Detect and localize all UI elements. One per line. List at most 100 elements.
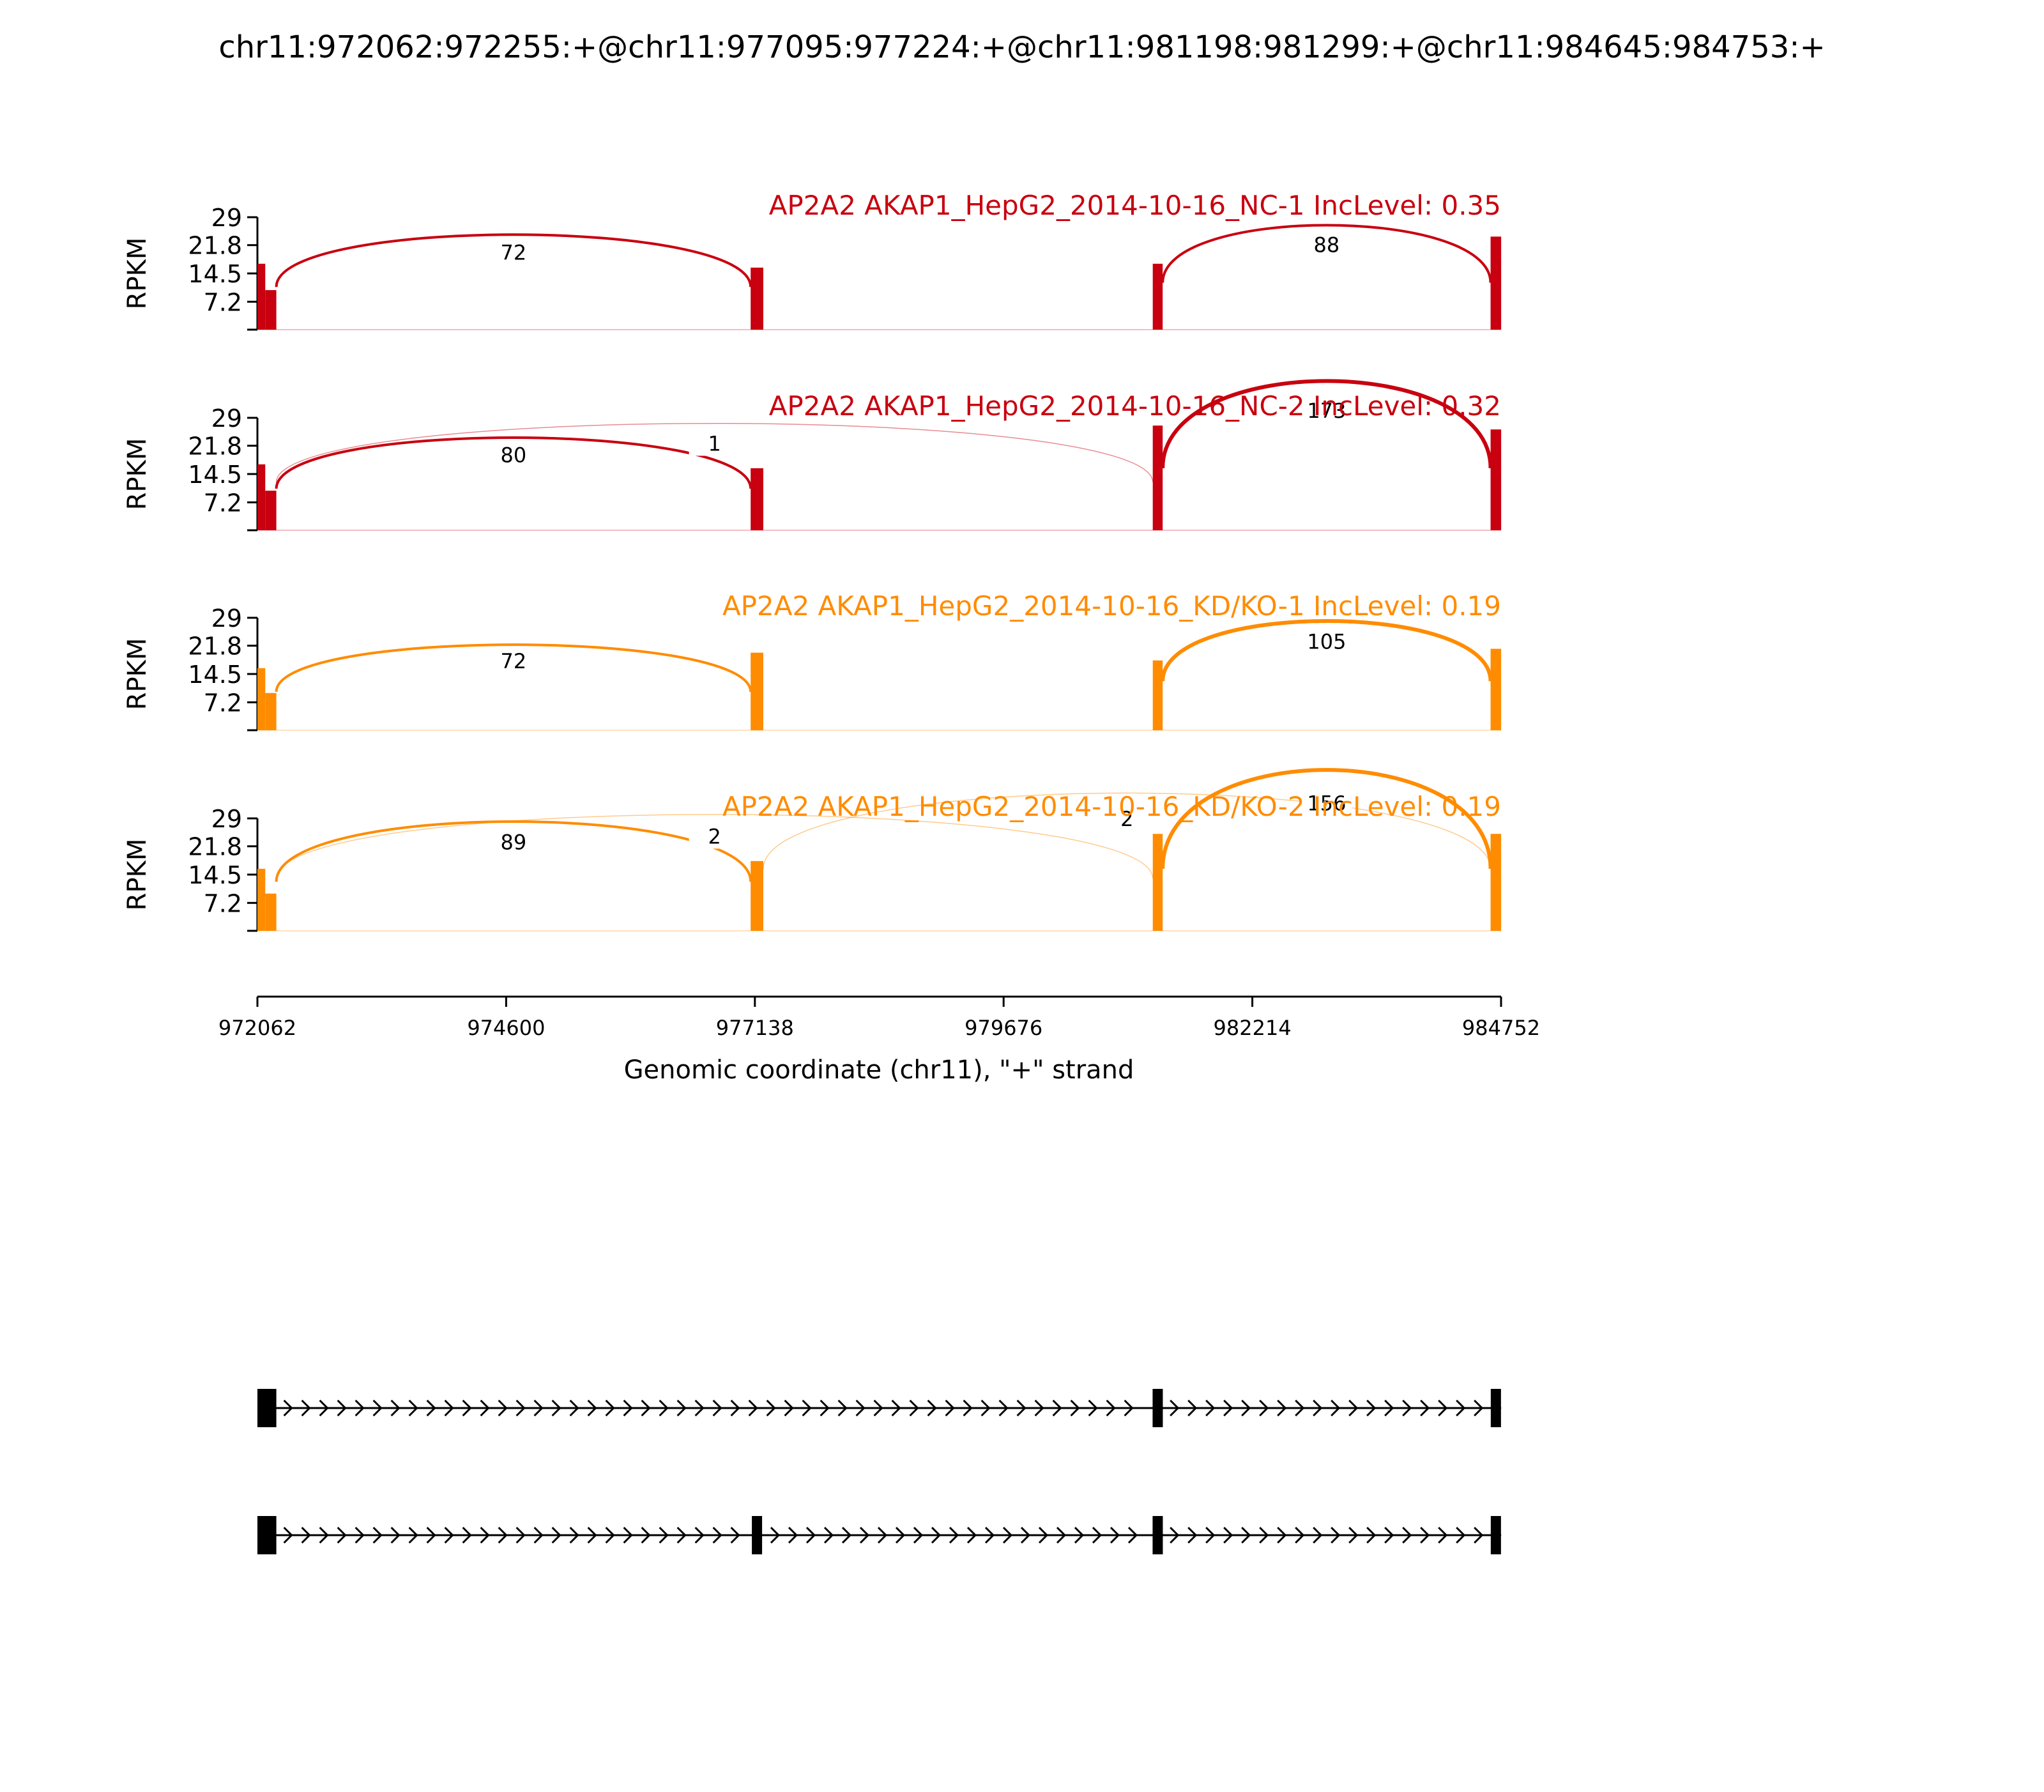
strand-arrow [1313, 1526, 1323, 1544]
strand-arrow [444, 1526, 454, 1544]
strand-arrow [533, 1526, 544, 1544]
strand-arrow [895, 1526, 906, 1544]
coverage-peak [1152, 425, 1163, 530]
coverage-peak [257, 263, 266, 330]
strand-arrow [1295, 1399, 1305, 1417]
coverage-peak [265, 290, 277, 330]
strand-arrow [1070, 1399, 1080, 1417]
strand-arrow [480, 1526, 490, 1544]
strand-arrow [966, 1526, 977, 1544]
strand-arrow [694, 1399, 705, 1417]
strand-arrow [659, 1399, 669, 1417]
strand-arrow [1124, 1399, 1134, 1417]
y-axis-label: RPKM [123, 638, 152, 710]
strand-arrow [1456, 1526, 1466, 1544]
strand-arrow [802, 1399, 812, 1417]
strand-arrow [1331, 1399, 1341, 1417]
strand-arrow [766, 1399, 776, 1417]
junction-label-bg [1300, 790, 1352, 816]
strand-arrow [931, 1526, 942, 1544]
strand-arrow [1187, 1399, 1198, 1417]
strand-arrow [390, 1526, 400, 1544]
strand-arrow [694, 1526, 705, 1544]
junction-count-label: 2 [708, 824, 721, 848]
strand-arrow [1474, 1399, 1484, 1417]
strand-arrow [372, 1399, 383, 1417]
strand-arrow [1223, 1399, 1233, 1417]
strand-arrow [712, 1526, 722, 1544]
strand-arrow [498, 1526, 508, 1544]
junction-label-bg [689, 823, 740, 849]
strand-arrow [859, 1526, 870, 1544]
strand-arrow [1170, 1526, 1180, 1544]
junction-count-label: 72 [501, 241, 527, 265]
coverage-peak [265, 893, 277, 931]
junction-arc [275, 820, 752, 882]
coverage-peak [751, 652, 763, 730]
strand-arrow [1259, 1399, 1269, 1417]
strand-arrow [1438, 1526, 1448, 1544]
strand-arrow [569, 1399, 579, 1417]
strand-arrow [909, 1399, 919, 1417]
strand-arrow [873, 1399, 883, 1417]
strand-arrow [1438, 1399, 1448, 1417]
strand-arrow [770, 1526, 781, 1544]
strand-arrow [605, 1399, 615, 1417]
strand-arrow [1052, 1399, 1062, 1417]
strand-arrow [1127, 1526, 1138, 1544]
strand-arrow [408, 1526, 418, 1544]
junction-label-bg [487, 829, 539, 855]
y-tick-label: 14.5 [188, 861, 242, 889]
strand-arrow [1277, 1399, 1287, 1417]
strand-arrow [1384, 1399, 1394, 1417]
coverage-peak [257, 868, 266, 931]
junction-count-label: 89 [501, 830, 527, 854]
strand-arrow [1295, 1526, 1305, 1544]
strand-arrow [1038, 1526, 1049, 1544]
junction-arc [1161, 619, 1493, 682]
coverage-peak [1490, 236, 1502, 330]
strand-arrow [623, 1526, 633, 1544]
coverage-peak [751, 267, 763, 330]
y-axis-label: RPKM [123, 238, 152, 310]
strand-arrow [1016, 1399, 1026, 1417]
strand-arrow [587, 1399, 597, 1417]
strand-arrow [426, 1526, 436, 1544]
junction-arc [1161, 379, 1493, 468]
y-tick-label: 7.2 [204, 689, 242, 717]
strand-arrow [1366, 1399, 1377, 1417]
y-tick-label: 21.8 [188, 632, 242, 661]
strand-arrow [1313, 1399, 1323, 1417]
strand-arrow [623, 1399, 633, 1417]
strand-arrow [1205, 1526, 1216, 1544]
strand-arrow [676, 1526, 687, 1544]
junction-count-label: 105 [1307, 629, 1346, 654]
junction-label-bg [689, 430, 740, 456]
strand-arrow [927, 1399, 937, 1417]
junction-arc [275, 423, 1154, 482]
strand-arrow [945, 1399, 955, 1417]
y-tick-label: 21.8 [188, 433, 242, 461]
coverage-peak [265, 693, 277, 730]
y-tick-label: 7.2 [204, 288, 242, 316]
strand-arrow [984, 1526, 995, 1544]
strand-arrow [788, 1526, 798, 1544]
strand-arrow [605, 1526, 615, 1544]
junction-count-label: 156 [1307, 792, 1346, 816]
y-tick-label: 14.5 [188, 461, 242, 489]
junction-label-bg [1300, 397, 1352, 423]
strand-arrow [480, 1399, 490, 1417]
exon-block [257, 1389, 277, 1427]
strand-arrow [730, 1526, 740, 1544]
coverage-peak [751, 468, 763, 530]
strand-arrow [841, 1526, 852, 1544]
coverage-peak [1152, 834, 1163, 931]
strand-arrow [1034, 1399, 1044, 1417]
strand-arrow [641, 1526, 651, 1544]
strand-arrow [1241, 1399, 1251, 1417]
strand-arrow [1088, 1399, 1098, 1417]
strand-arrow [891, 1399, 901, 1417]
coverage-peak [257, 464, 266, 530]
